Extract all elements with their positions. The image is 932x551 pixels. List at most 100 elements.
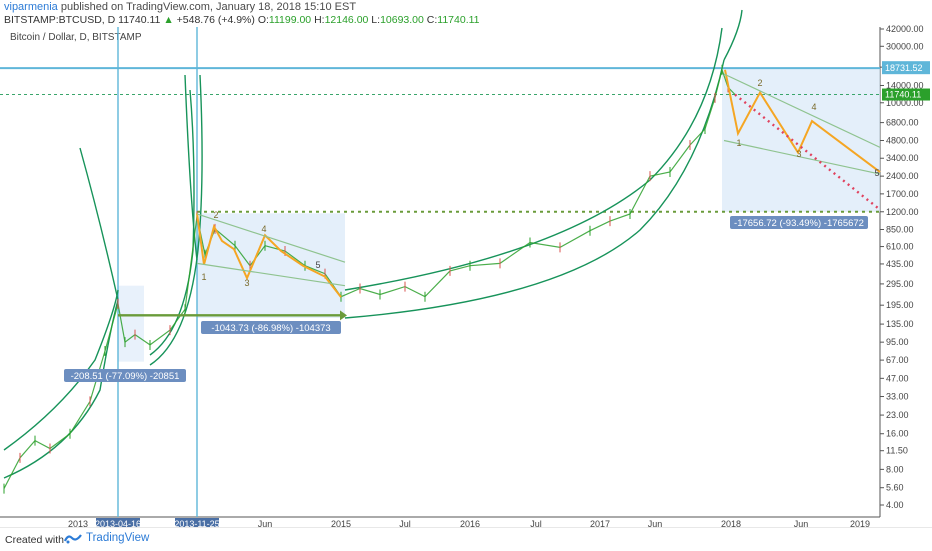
wave-label: 2 <box>757 78 762 88</box>
parabolic-arc <box>3 289 119 451</box>
parabolic-arc <box>723 9 743 61</box>
wave-pattern-2018 <box>724 69 881 173</box>
range-box-2018 <box>722 68 880 212</box>
y-tick-label: 11.50 <box>886 446 908 456</box>
y-tick-label: 135.00 <box>886 319 914 329</box>
y-tick-label: 4800.00 <box>886 136 919 146</box>
y-tick-label: 30000.00 <box>886 41 924 51</box>
high-label: H: <box>314 14 325 26</box>
wave-label: 2 <box>213 210 218 220</box>
wave-label: 5 <box>315 260 320 270</box>
y-tick-label: 435.00 <box>886 259 914 269</box>
high-value: 12146.00 <box>324 14 369 26</box>
parabolic-arc <box>79 147 119 301</box>
y-tick-label: 2400.00 <box>886 171 919 181</box>
y-tick-label: 42000.00 <box>886 24 924 34</box>
y-tick-label: 47.00 <box>886 373 909 383</box>
measure-label: -208.51 (-77.09%) -20851 <box>71 371 180 382</box>
y-tick-label: 1200.00 <box>886 207 919 217</box>
price-tag-ath: 18731.52 <box>885 63 923 73</box>
y-tick-label: 8.00 <box>886 464 904 474</box>
publish-info: viparmenia published on TradingView.com,… <box>4 1 356 13</box>
wave-label: 1 <box>201 272 206 282</box>
price-chart[interactable]: Bitcoin / Dollar, D, BITSTAMP 42000.00 300… <box>0 0 932 527</box>
symbol: BITSTAMP:BTCUSD, D <box>4 14 116 26</box>
channel-lower-2018 <box>723 139 881 175</box>
x-tick-label: 2013 <box>68 519 88 527</box>
parabolic-arc <box>184 74 198 261</box>
low-label: L: <box>371 14 381 26</box>
y-tick-label: 6800.00 <box>886 118 919 128</box>
y-tick-label: 67.00 <box>886 355 909 365</box>
y-tick-label: 5.60 <box>886 483 904 493</box>
measure-label-bg <box>64 369 186 382</box>
y-tick-label: 195.00 <box>886 300 914 310</box>
tradingview-label: TradingView <box>86 532 150 544</box>
y-tick-label: 850.00 <box>886 225 914 235</box>
ohlc-bar: BITSTAMP:BTCUSD, D 11740.11 ▲ +548.76 (+… <box>4 14 480 26</box>
price-tag-last: 11740.11 <box>885 90 921 100</box>
y-tick-label: 1700.00 <box>886 189 919 199</box>
author-name[interactable]: viparmenia <box>4 1 58 13</box>
arrow-head-icon <box>340 310 347 321</box>
y-tick-label: 10000.00 <box>886 98 924 108</box>
x-tick-label: Jun <box>258 519 273 527</box>
price-tag-ath-bg <box>882 61 930 75</box>
measure-label-bg <box>201 321 341 334</box>
range-box-2013-nov <box>197 213 345 318</box>
price-tag-last-bg <box>882 88 930 101</box>
wave-label: 1 <box>736 138 741 148</box>
close-value: 11740.11 <box>437 14 480 26</box>
y-tick-label: 610.00 <box>886 242 914 252</box>
y-tick-label: 16.00 <box>886 429 909 439</box>
x-tick-label: 2018 <box>721 519 741 527</box>
publish-text: published on TradingView.com, January 18… <box>60 1 357 13</box>
close-label: C: <box>426 14 438 26</box>
x-tick-label: 2016 <box>460 519 480 527</box>
wave-pattern-2014 <box>196 213 342 298</box>
y-tick-label: 295.00 <box>886 279 914 289</box>
x-tick-label: 2013-04-16 <box>95 519 141 527</box>
footer: Created with TradingView <box>0 527 932 551</box>
chart-title: Bitcoin / Dollar, D, BITSTAMP <box>10 32 142 43</box>
x-tick-highlight <box>175 518 219 527</box>
x-tick-label: Jun <box>794 519 809 527</box>
change-value: +548.76 (+4.9%) <box>176 14 255 26</box>
y-tick-label: 33.00 <box>886 392 909 402</box>
channel-upper-2018 <box>723 73 881 148</box>
parabolic-arc <box>3 299 119 479</box>
open-label: O: <box>257 14 269 26</box>
y-tick-label: 4.00 <box>886 500 904 510</box>
x-tick-label: Jun <box>648 519 663 527</box>
y-tick-label: 23.00 <box>886 410 909 420</box>
channel-lower-2014 <box>196 262 346 287</box>
x-tick-label: 2019 <box>850 519 870 527</box>
wave-label: 3 <box>796 149 801 159</box>
y-tick-label: 95.00 <box>886 337 909 347</box>
channel-upper-2014 <box>196 213 346 263</box>
tradingview-logo-icon <box>64 534 82 544</box>
parabolic-arc <box>149 74 203 366</box>
created-with-text: Created with <box>5 534 64 546</box>
open-value: 11199.00 <box>268 14 312 26</box>
x-tick-label: Jul <box>530 519 542 527</box>
measure-label-bg <box>730 216 868 229</box>
x-tick-label: 2017 <box>590 519 610 527</box>
x-tick-label: 2013-11-25 <box>174 519 219 527</box>
measure-label: -17656.72 (-93.49%) -1765672 <box>734 218 864 229</box>
x-tick-label: Jul <box>399 519 411 527</box>
low-value: 10693.00 <box>380 14 424 26</box>
wave-label: 4 <box>811 102 816 112</box>
wave-label: 5 <box>874 168 879 178</box>
tradingview-brand[interactable]: TradingView <box>64 532 149 544</box>
change-arrow-icon: ▲ <box>163 14 174 26</box>
x-tick-label: 2015 <box>331 519 351 527</box>
projection-line <box>734 93 881 211</box>
wave-label: 3 <box>244 278 249 288</box>
parabolic-arc <box>344 27 723 291</box>
x-tick-highlight <box>96 518 140 527</box>
range-box-2013-apr <box>118 285 144 362</box>
y-tick-label: 14000.00 <box>886 80 924 90</box>
last-price: 11740.11 <box>118 14 161 26</box>
measure-label: -1043.73 (-86.98%) -104373 <box>211 323 330 334</box>
